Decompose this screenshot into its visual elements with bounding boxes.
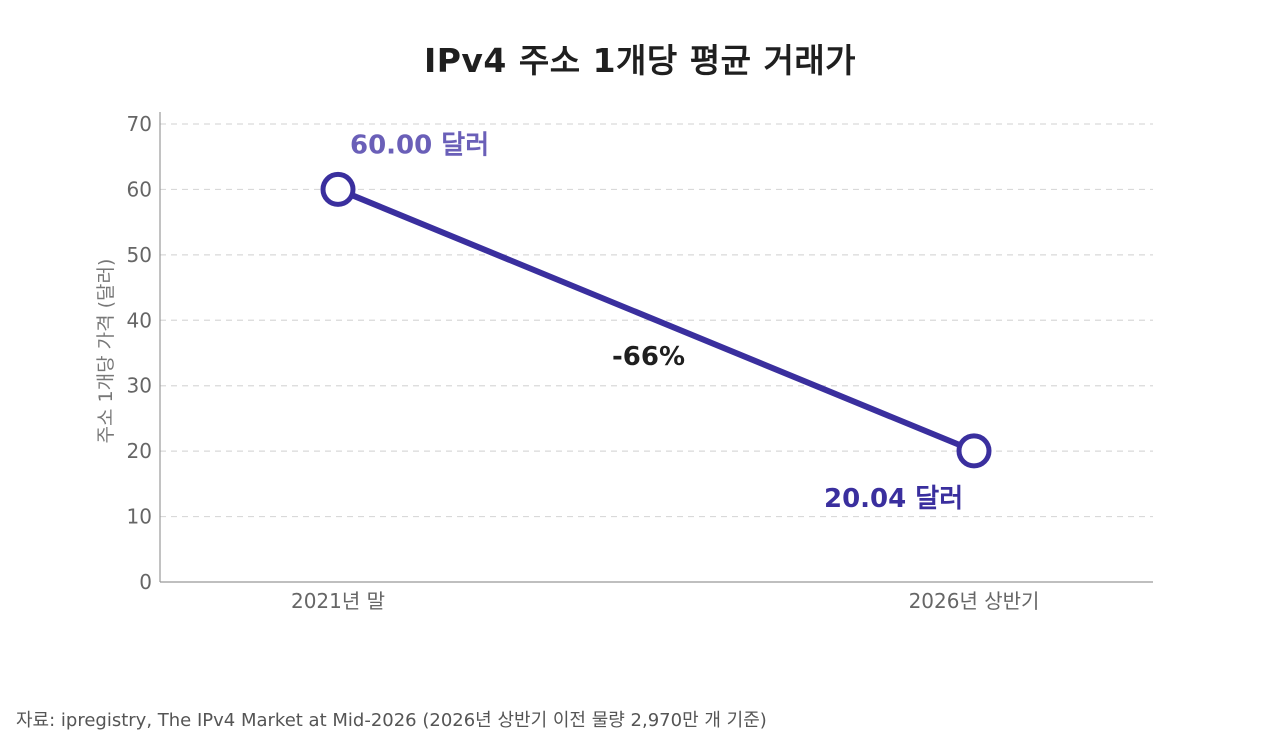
y-tick-label: 70 (127, 112, 152, 136)
y-axis-label: 주소 1개당 가격 (달러) (95, 259, 117, 444)
y-tick-label: 0 (139, 570, 152, 594)
series (320, 171, 992, 469)
point-labels: 60.00 달러 20.04 달러 (350, 130, 963, 513)
y-tick-label: 10 (127, 505, 152, 529)
x-tick-labels: 2021년 말 2026년 상반기 (291, 589, 1039, 613)
y-tick-label: 30 (127, 374, 152, 398)
source-note: 자료: ipregistry, The IPv4 Market at Mid-2… (16, 710, 767, 731)
change-annotation: -66% (612, 342, 685, 372)
grid-lines (160, 123, 1153, 518)
y-tick-labels: 0 10 20 30 40 50 60 70 (127, 112, 152, 594)
y-tick-label: 40 (127, 308, 152, 332)
y-tick-label: 20 (127, 439, 152, 463)
data-point-marker (320, 171, 356, 207)
data-label: 60.00 달러 (350, 130, 489, 160)
x-tick-label: 2026년 상반기 (909, 589, 1040, 613)
data-point-marker (956, 433, 992, 469)
series-line (335, 186, 977, 454)
x-tick-label: 2021년 말 (291, 589, 385, 613)
chart-title: IPv4 주소 1개당 평균 거래가 (423, 41, 857, 80)
annotations: -66% (612, 342, 685, 372)
axes (159, 112, 1153, 583)
data-label: 20.04 달러 (824, 484, 963, 514)
y-tick-label: 50 (127, 243, 152, 267)
y-tick-label: 60 (127, 177, 152, 201)
